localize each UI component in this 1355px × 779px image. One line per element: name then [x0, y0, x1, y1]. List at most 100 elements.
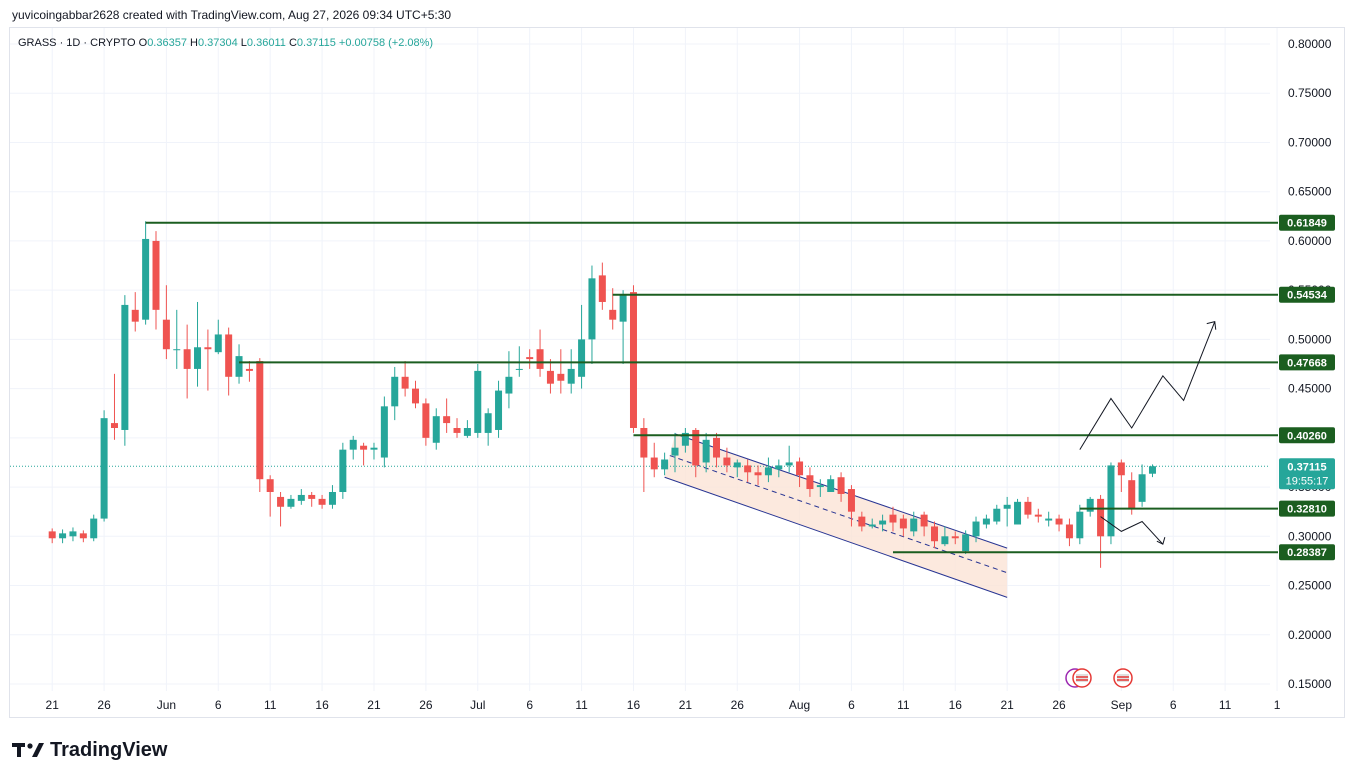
candle-body[interactable] [879, 520, 887, 525]
candle-body[interactable] [567, 368, 575, 384]
projection-down-path[interactable] [1100, 516, 1164, 545]
candle-body[interactable] [339, 449, 347, 492]
candle-body[interactable] [868, 524, 876, 527]
candle-body[interactable] [121, 304, 129, 430]
candle-body[interactable] [380, 406, 388, 458]
candle-body[interactable] [225, 334, 233, 377]
candle-body[interactable] [733, 462, 741, 468]
candle-body[interactable] [235, 356, 243, 377]
candle-body[interactable] [744, 465, 752, 473]
channel-lower-line[interactable] [664, 476, 1008, 598]
candle-body[interactable] [183, 349, 191, 369]
candle-body[interactable] [1003, 504, 1011, 509]
candle-body[interactable] [505, 376, 513, 394]
candle-body[interactable] [79, 533, 87, 539]
candle-body[interactable] [941, 536, 949, 545]
candle-body[interactable] [629, 292, 637, 428]
candle-body[interactable] [671, 447, 679, 456]
candle-body[interactable] [962, 534, 970, 552]
candle-body[interactable] [920, 514, 928, 527]
candle-body[interactable] [609, 309, 617, 320]
candle-body[interactable] [775, 465, 783, 470]
candle-body[interactable] [1034, 514, 1042, 517]
candle-body[interactable] [370, 447, 378, 450]
channel-mid-line[interactable] [669, 455, 1008, 574]
candle-body[interactable] [484, 413, 492, 433]
candle-body[interactable] [1055, 518, 1063, 525]
candle-body[interactable] [1117, 462, 1125, 476]
candle-body[interactable] [214, 334, 222, 353]
candle-body[interactable] [536, 349, 544, 369]
candle-body[interactable] [588, 278, 596, 340]
candle-body[interactable] [702, 439, 710, 463]
candle-body[interactable] [1148, 466, 1156, 474]
candle-body[interactable] [401, 376, 409, 389]
projection-up-path[interactable] [1079, 321, 1216, 450]
candle-body[interactable] [152, 240, 160, 310]
candle-body[interactable] [681, 432, 689, 446]
candle-body[interactable] [131, 309, 139, 322]
candle-body[interactable] [692, 429, 700, 466]
candle-body[interactable] [422, 403, 430, 438]
candle-body[interactable] [59, 533, 67, 539]
candle-body[interactable] [245, 368, 253, 371]
candle-body[interactable] [1138, 474, 1146, 502]
candle-body[interactable] [328, 492, 336, 505]
candle-body[interactable] [308, 494, 316, 499]
candle-body[interactable] [816, 485, 824, 488]
candle-body[interactable] [982, 518, 990, 525]
candle-body[interactable] [443, 416, 451, 424]
candle-body[interactable] [910, 518, 918, 532]
candle-body[interactable] [1076, 511, 1084, 539]
candle-body[interactable] [723, 457, 731, 466]
candle-body[interactable] [1128, 480, 1136, 509]
candle-body[interactable] [785, 462, 793, 466]
candle-body[interactable] [557, 373, 565, 381]
candle-body[interactable] [1045, 518, 1053, 521]
candle-body[interactable] [1097, 498, 1105, 537]
candle-body[interactable] [515, 368, 523, 370]
candle-body[interactable] [194, 347, 202, 369]
candle-body[interactable] [713, 437, 721, 458]
candle-body[interactable] [432, 416, 440, 443]
candle-body[interactable] [889, 514, 897, 523]
candle-body[interactable] [110, 423, 118, 428]
candle-body[interactable] [48, 531, 56, 539]
candle-body[interactable] [297, 494, 305, 501]
candle-body[interactable] [204, 347, 212, 350]
candle-body[interactable] [598, 275, 606, 302]
candle-body[interactable] [256, 361, 264, 480]
candle-body[interactable] [1024, 501, 1032, 515]
candle-body[interactable] [931, 526, 938, 542]
level-price-tag[interactable] [1279, 544, 1335, 561]
candle-body[interactable] [69, 531, 77, 537]
candle-body[interactable] [640, 428, 648, 458]
level-price-tag[interactable] [1279, 427, 1335, 444]
candle-body[interactable] [899, 518, 907, 529]
candle-body[interactable] [453, 428, 461, 433]
candle-body[interactable] [277, 496, 285, 507]
candle-body[interactable] [1107, 465, 1115, 537]
candle-body[interactable] [796, 461, 804, 476]
level-price-tag[interactable] [1279, 354, 1335, 371]
candle-body[interactable] [661, 459, 669, 470]
candle-body[interactable] [1014, 501, 1022, 525]
level-price-tag[interactable] [1279, 214, 1335, 231]
level-price-tag[interactable] [1279, 286, 1335, 303]
candle-body[interactable] [100, 418, 108, 519]
candle-body[interactable] [474, 370, 482, 433]
candle-body[interactable] [349, 439, 357, 450]
candle-body[interactable] [142, 238, 150, 320]
candle-body[interactable] [463, 428, 471, 436]
candle-body[interactable] [495, 390, 503, 430]
candle-body[interactable] [287, 498, 295, 507]
candle-body[interactable] [764, 467, 772, 476]
candle-body[interactable] [578, 339, 586, 377]
candle-body[interactable] [847, 489, 855, 512]
candle-body[interactable] [754, 472, 762, 476]
candle-body[interactable] [951, 536, 959, 539]
candle-body[interactable] [412, 388, 419, 404]
candle-body[interactable] [837, 477, 845, 494]
candle-body[interactable] [173, 349, 181, 351]
